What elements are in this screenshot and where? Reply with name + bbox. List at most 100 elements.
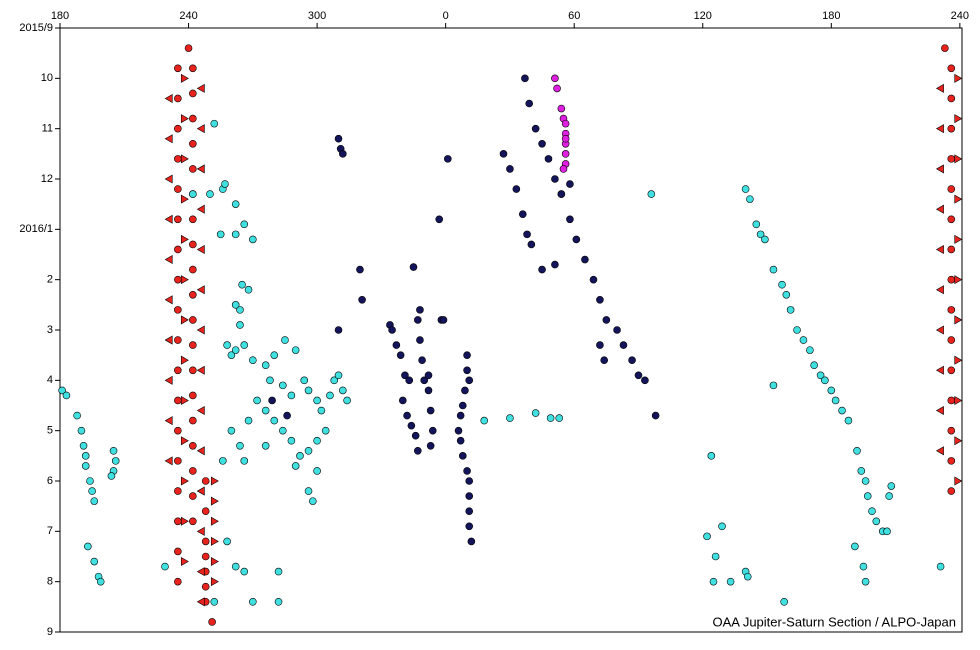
point [769, 381, 778, 390]
point [572, 235, 581, 244]
point [223, 537, 231, 546]
point [506, 414, 514, 422]
point [816, 371, 825, 380]
point [196, 124, 205, 134]
point [935, 164, 944, 174]
point [947, 426, 956, 435]
point [189, 467, 197, 475]
point [174, 124, 182, 133]
point [799, 336, 808, 344]
point [164, 93, 173, 103]
point [180, 154, 189, 164]
point [189, 165, 197, 173]
point [227, 426, 236, 435]
point [261, 406, 270, 415]
point [236, 306, 244, 314]
point [206, 190, 214, 198]
point [778, 280, 786, 289]
point [947, 457, 956, 465]
point [210, 516, 219, 526]
point [941, 44, 949, 52]
point [602, 316, 611, 324]
point [523, 230, 531, 239]
point [189, 341, 197, 349]
point [557, 190, 566, 198]
point [831, 396, 840, 405]
point [872, 517, 881, 526]
point [947, 396, 956, 405]
point [463, 351, 471, 359]
x-tick-label: 300 [308, 10, 326, 22]
point [180, 476, 189, 486]
point [885, 492, 893, 500]
y-tick-label: 2015/9 [19, 22, 53, 34]
point [947, 366, 956, 375]
point [935, 325, 944, 335]
point [274, 567, 283, 576]
point [463, 366, 471, 375]
point [786, 306, 795, 314]
point [201, 552, 210, 561]
point [343, 396, 351, 405]
point [84, 542, 92, 551]
point [236, 441, 244, 450]
point [174, 577, 182, 586]
point [741, 185, 750, 193]
point [334, 326, 343, 334]
y-tick-label: 10 [41, 72, 53, 84]
point [356, 265, 364, 274]
point [947, 215, 956, 224]
point [164, 335, 173, 345]
point [189, 114, 197, 123]
point [863, 492, 872, 500]
point [954, 315, 963, 325]
point [58, 386, 66, 395]
point [164, 416, 173, 426]
point [838, 406, 846, 415]
point [90, 557, 99, 566]
point [392, 341, 401, 349]
point [861, 577, 870, 586]
point [164, 214, 173, 224]
point [465, 507, 474, 516]
point [954, 395, 963, 405]
point [313, 436, 321, 445]
point [499, 150, 508, 158]
point [210, 597, 219, 606]
y-tick-label: 12 [41, 173, 53, 185]
point [589, 275, 598, 284]
point [954, 234, 963, 244]
point [566, 215, 574, 224]
point [274, 597, 283, 606]
point [718, 522, 726, 531]
point [174, 336, 182, 344]
point [201, 507, 210, 516]
point [180, 315, 189, 325]
point [196, 285, 205, 295]
point [334, 371, 343, 380]
point [935, 204, 944, 214]
point [261, 441, 270, 450]
point [107, 472, 116, 480]
point [703, 532, 711, 541]
point [184, 44, 193, 52]
point [81, 462, 90, 470]
point [279, 426, 287, 435]
point [304, 487, 313, 495]
point [180, 194, 189, 204]
point [439, 316, 448, 324]
point [321, 426, 330, 435]
point [210, 476, 219, 486]
point [868, 507, 876, 516]
point [546, 414, 555, 422]
point [465, 522, 474, 531]
point [201, 477, 210, 485]
point [416, 336, 424, 344]
point [174, 366, 182, 375]
point [196, 325, 205, 335]
point [339, 386, 347, 395]
point [947, 306, 956, 314]
point [613, 326, 621, 334]
point [634, 371, 643, 380]
point [538, 265, 546, 274]
